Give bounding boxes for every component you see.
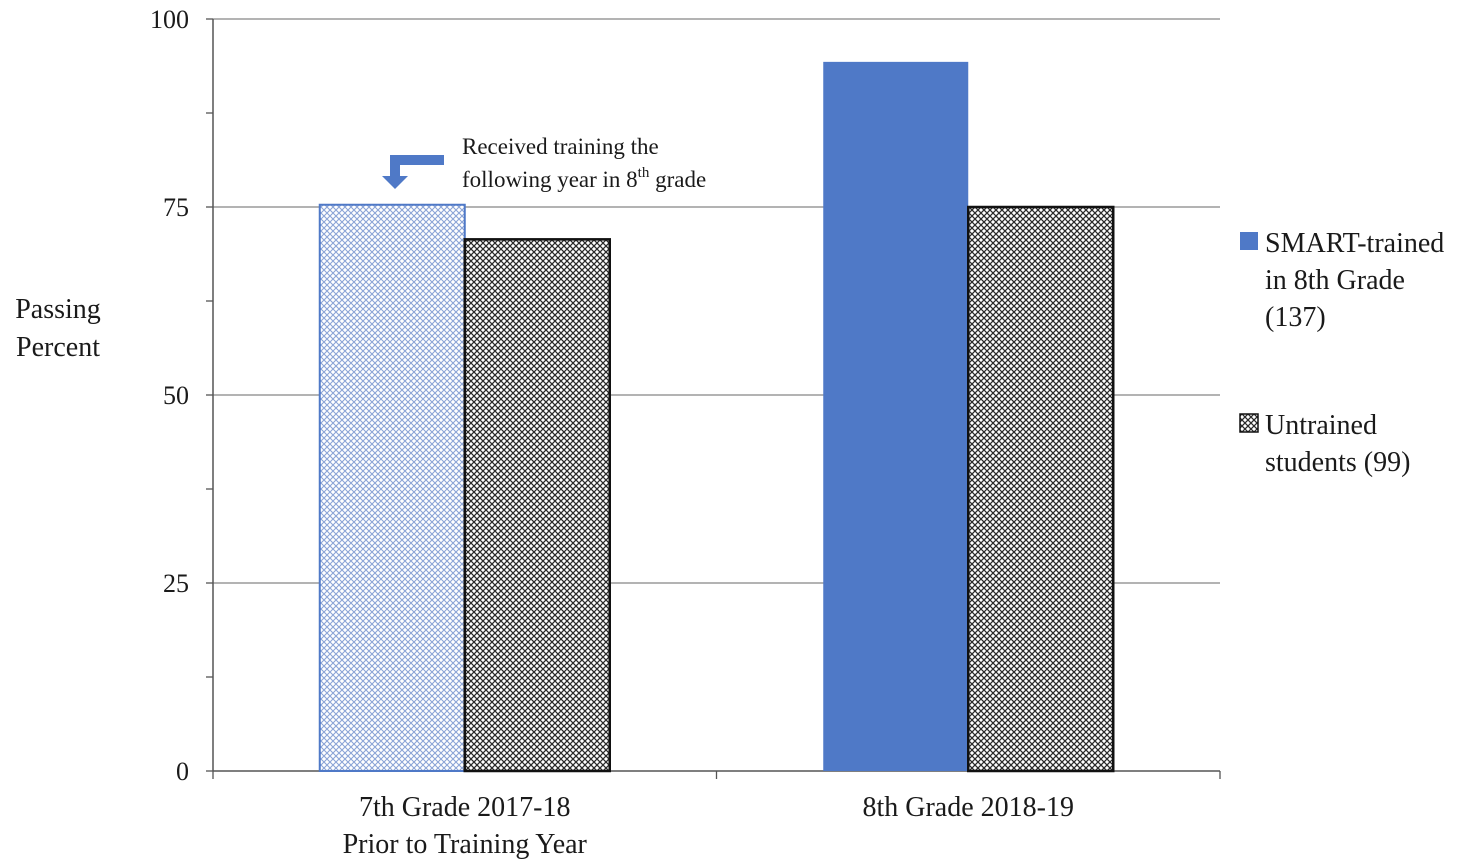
bar-smart-trained-1: [823, 61, 969, 771]
legend: SMART-trained in 8th Grade (137) Untrained s…: [1239, 228, 1444, 478]
legend-swatch: [1240, 232, 1258, 250]
annotation-line-2: following year in 8th grade: [462, 165, 706, 192]
y-tick-label: 50: [163, 381, 189, 410]
y-tick-label: 25: [163, 569, 189, 598]
legend-label: SMART-trained: [1265, 228, 1444, 259]
legend-label: (137): [1265, 302, 1326, 333]
x-tick-label: 8th Grade 2018-19: [862, 792, 1074, 823]
annotation-arrow-icon: [382, 155, 444, 189]
y-axis-title: Percent: [16, 332, 100, 363]
y-tick-label: 75: [163, 193, 189, 222]
y-tick-label: 0: [176, 757, 189, 786]
bar-smart-trained-0: [318, 203, 466, 772]
legend-swatch: [1239, 413, 1259, 433]
annotation-line-1: Received training the: [462, 134, 659, 159]
x-tick-label: Prior to Training Year: [343, 829, 588, 860]
bars: [318, 61, 1115, 773]
bar-untrained-0: [463, 238, 611, 773]
annotation-line-2-prefix: following year in 8: [462, 167, 638, 192]
annotation-superscript: th: [638, 165, 650, 181]
legend-label: Untrained: [1265, 410, 1377, 441]
legend-label: in 8th Grade: [1265, 265, 1405, 296]
annotation-line-2-suffix: grade: [649, 167, 706, 192]
legend-label: students (99): [1265, 447, 1410, 478]
bar-untrained-1: [967, 205, 1115, 773]
annotation: Received training the following year in 8…: [382, 134, 706, 192]
labels: 0 25 50 75 100 7th Grade 2017-18 Prior to Trai…: [15, 5, 1074, 860]
y-axis-title: Passing: [15, 294, 101, 325]
y-tick-label: 100: [150, 5, 189, 34]
x-tick-label: 7th Grade 2017-18: [359, 792, 571, 823]
